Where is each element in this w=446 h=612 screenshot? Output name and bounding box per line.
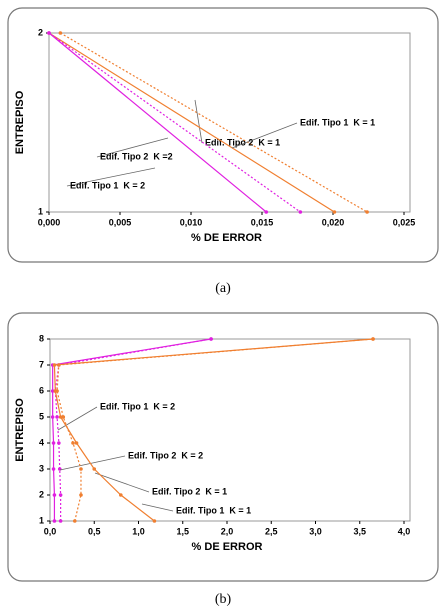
y-tick-label: 1: [38, 206, 43, 216]
x-tick-label: 2,0: [221, 526, 234, 536]
x-tick-label: 0,015: [251, 217, 274, 227]
data-point: [152, 519, 157, 523]
y-tick-label: 4: [39, 437, 44, 447]
data-point: [119, 493, 123, 497]
data-point: [79, 467, 83, 471]
data-point: [71, 441, 75, 445]
x-axis-label: % DE ERROR: [192, 541, 263, 553]
y-tick-label: 1: [39, 515, 44, 525]
data-point: [57, 467, 62, 471]
leader-line: [231, 122, 298, 149]
x-tick-label: 2,5: [265, 526, 278, 536]
y-tick-label: 2: [39, 489, 44, 499]
series-line: [48, 32, 301, 213]
series-label: Edif. Tipo 2 K = 2: [128, 450, 203, 460]
data-point: [50, 415, 55, 419]
x-tick-label: 1,5: [176, 526, 189, 536]
data-point: [53, 389, 58, 393]
plot-area: [49, 338, 411, 522]
x-tick-label: 0,005: [109, 217, 132, 227]
data-point: [92, 467, 97, 471]
leader-line: [141, 503, 174, 512]
data-point: [51, 467, 56, 471]
data-point: [61, 415, 66, 419]
leader-line: [94, 472, 150, 493]
series-line: [53, 338, 374, 522]
caption: (b): [215, 592, 232, 607]
data-point: [365, 210, 369, 214]
data-point: [52, 493, 57, 497]
leader-line: [57, 406, 98, 431]
x-tick-label: 0,020: [322, 217, 345, 227]
x-tick-label: 4,0: [398, 526, 411, 536]
x-tick-label: 1,0: [132, 526, 145, 536]
x-tick-label: 0,025: [393, 217, 416, 227]
data-point: [57, 441, 61, 445]
data-point: [58, 31, 63, 35]
data-point: [58, 519, 63, 523]
data-point: [52, 519, 57, 523]
x-tick-label: 0,010: [180, 217, 203, 227]
x-tick-label: 3,5: [353, 526, 366, 536]
leader-line: [96, 137, 169, 158]
data-point: [50, 389, 55, 393]
x-tick-label: 0,000: [38, 217, 61, 227]
y-tick-label: 8: [39, 333, 44, 343]
series-label: Edif. Tipo 1 K = 1: [176, 505, 251, 515]
y-tick-label: 6: [39, 385, 44, 395]
y-tick-label: 2: [38, 27, 43, 37]
series-label: Edif. Tipo 2 K = 1: [152, 486, 227, 496]
series-label: Edif. Tipo 2 K =2: [100, 151, 173, 161]
series-line: [48, 32, 267, 213]
leader-line: [194, 99, 203, 144]
x-tick-label: 0,0: [44, 526, 57, 536]
y-axis-label: ENTREPISO: [14, 398, 26, 462]
series-line: [48, 32, 335, 213]
series-label: Edif. Tipo 1 K = 1: [300, 117, 375, 127]
series-line: [52, 338, 212, 521]
leader-line: [66, 167, 156, 187]
data-point: [371, 337, 375, 341]
y-tick-label: 5: [39, 411, 44, 421]
series-label: Edif. Tipo 2 K = 1: [205, 137, 280, 147]
y-tick-label: 7: [39, 359, 44, 369]
x-tick-label: 0,5: [88, 526, 101, 536]
data-point: [58, 415, 63, 419]
data-point: [298, 210, 303, 214]
data-point: [72, 519, 77, 523]
data-point: [55, 415, 59, 419]
chart-frame: [7, 7, 439, 263]
data-point: [79, 493, 83, 497]
data-point: [209, 337, 213, 341]
caption: (a): [215, 281, 231, 296]
data-point: [52, 363, 57, 367]
data-point: [47, 31, 51, 35]
series-label: Edif. Tipo 1 K = 2: [100, 401, 175, 411]
plot-area: [48, 32, 411, 213]
y-axis-label: ENTREPISO: [14, 90, 26, 154]
chart-frame: [7, 312, 439, 582]
data-point: [74, 441, 79, 445]
y-tick-label: 3: [39, 463, 44, 473]
data-point: [332, 210, 337, 214]
x-tick-label: 3,0: [309, 526, 322, 536]
data-point: [51, 441, 56, 445]
x-axis-label: % DE ERROR: [191, 232, 262, 244]
series-line: [60, 32, 368, 213]
data-point: [58, 493, 63, 497]
data-point: [264, 210, 269, 214]
leader-line: [59, 455, 126, 471]
series-label: Edif. Tipo 1 K = 2: [70, 180, 145, 190]
